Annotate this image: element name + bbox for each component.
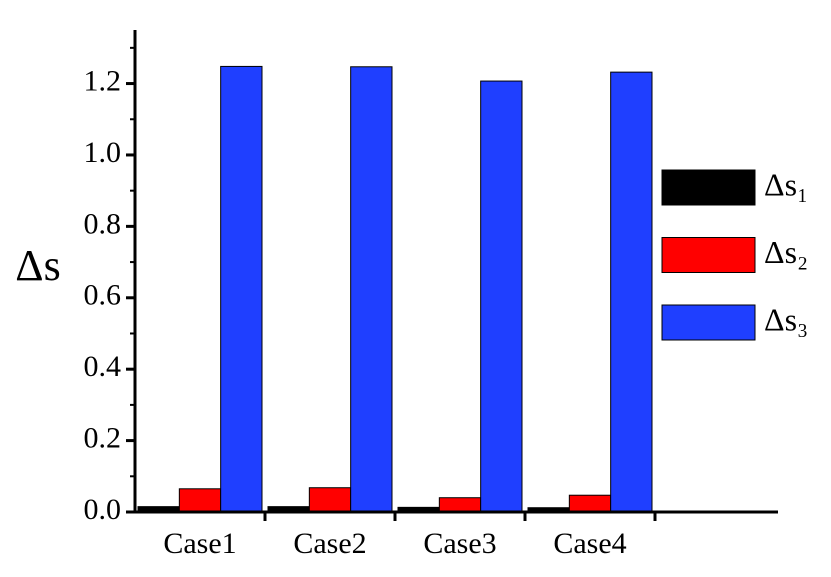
bar [350, 66, 393, 513]
bar [178, 488, 222, 513]
y-tick-label: 0.4 [84, 350, 122, 383]
y-tick-label: 0.6 [84, 279, 122, 312]
legend-label: Δs₁ [764, 166, 808, 202]
legend-label: Δs₃ [764, 301, 808, 337]
bar [610, 71, 653, 513]
legend-label: Δs₂ [764, 234, 808, 270]
y-tick-label: 0.2 [84, 421, 122, 454]
y-tick-label: 0.8 [84, 207, 122, 240]
legend-swatch [661, 237, 756, 273]
legend-swatch [661, 304, 756, 341]
y-tick-label: 1.2 [84, 64, 122, 97]
y-axis-label: Δs [15, 241, 60, 290]
x-tick-label: Case4 [553, 527, 626, 560]
bar [480, 80, 523, 513]
y-tick-label: 0.0 [84, 493, 122, 526]
bar [308, 487, 352, 513]
y-tick-label: 1.0 [84, 136, 122, 169]
bar [568, 494, 612, 513]
x-tick-label: Case2 [293, 527, 366, 560]
bar [438, 497, 482, 513]
legend-swatch [661, 169, 756, 206]
x-tick-label: Case1 [163, 527, 236, 560]
x-tick-label: Case3 [423, 527, 496, 560]
bar [220, 65, 263, 513]
